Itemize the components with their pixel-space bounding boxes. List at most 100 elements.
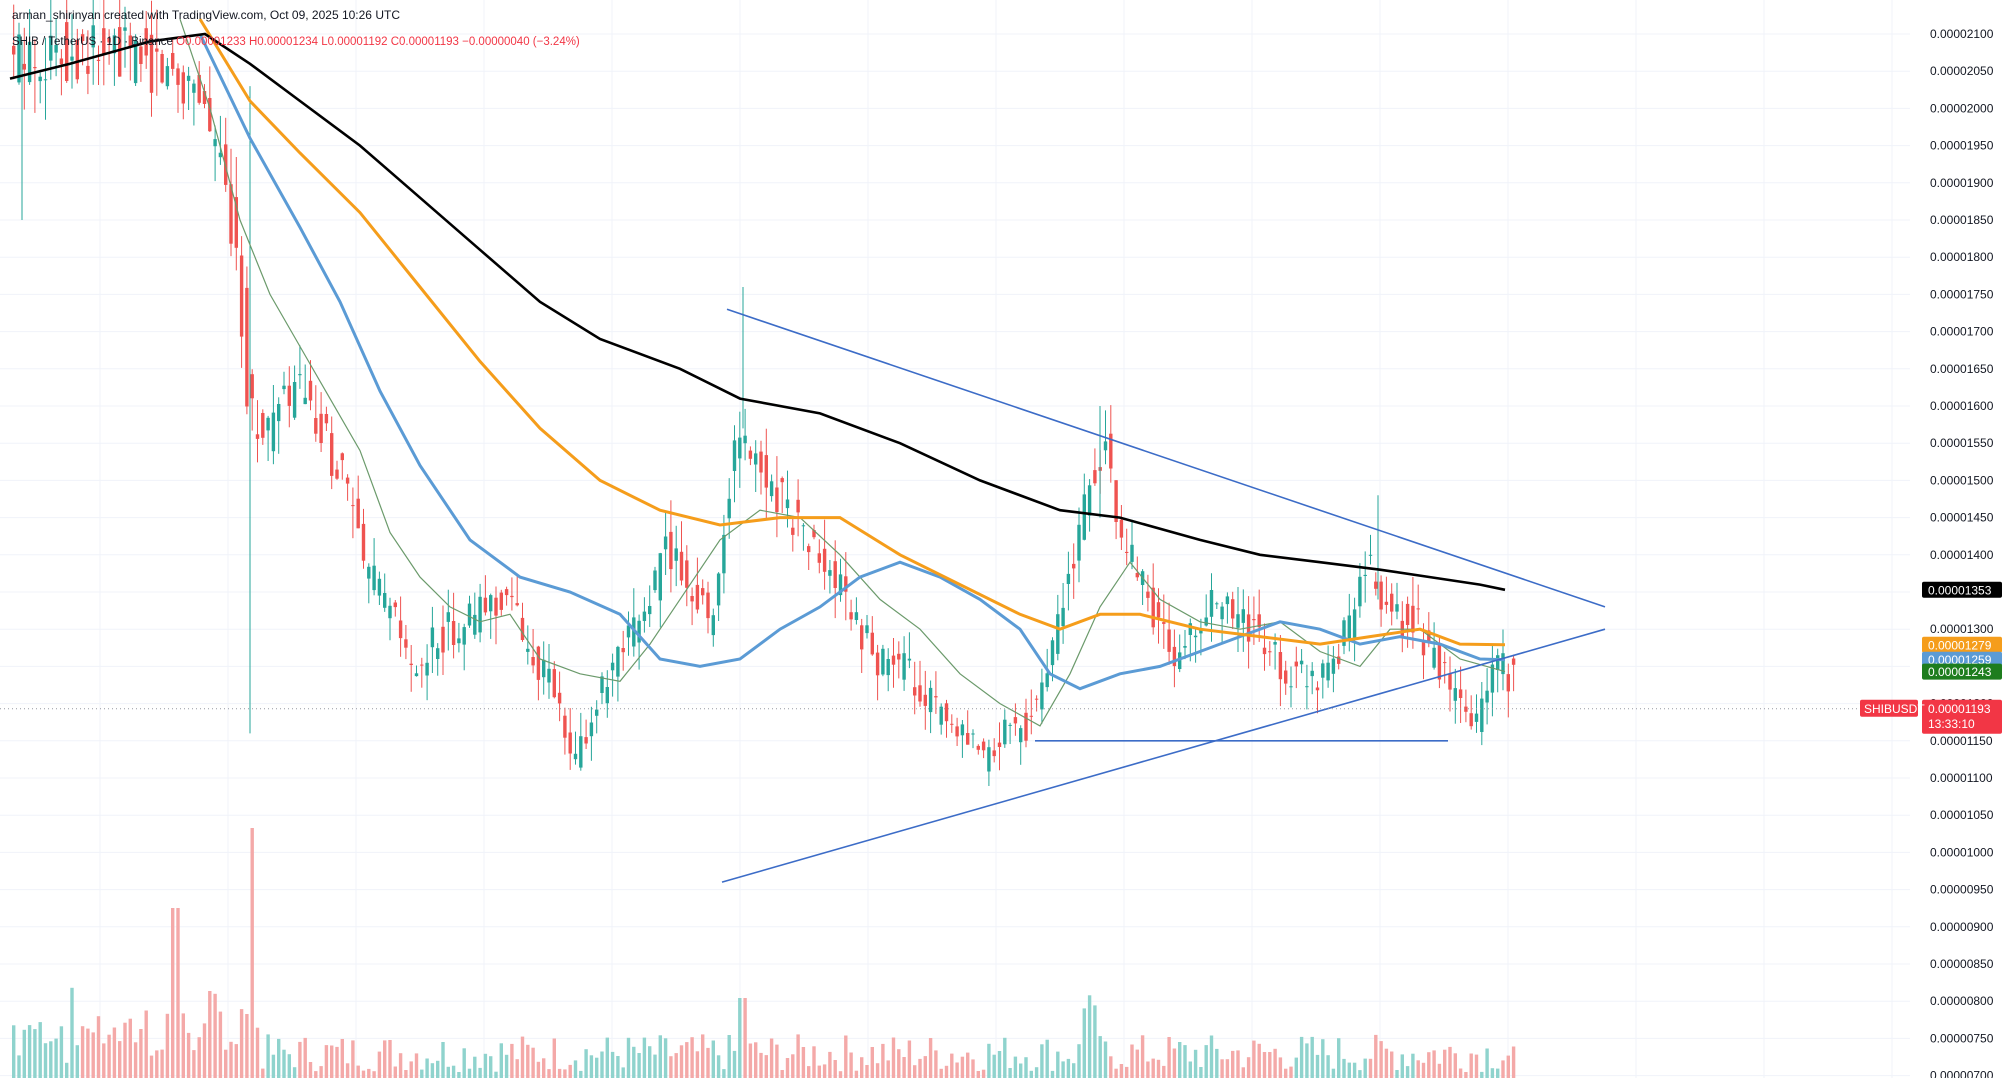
symbol-label[interactable]: SHIB / TetherUS · 1D · Binance (12, 36, 173, 48)
candle-body (775, 487, 779, 513)
candle-body (393, 602, 397, 608)
volume-bar (1066, 1058, 1071, 1078)
volume-bar (12, 1025, 16, 1078)
volume-bar (186, 1032, 191, 1078)
candle-body (642, 611, 647, 621)
ma-green-line[interactable] (179, 18, 1506, 727)
candle-body (478, 596, 482, 633)
volume-bar (1469, 1053, 1473, 1078)
volume-bar (579, 1070, 583, 1078)
volume-bar (759, 1052, 763, 1078)
volume-bar (642, 1037, 647, 1078)
candle-body (213, 139, 217, 147)
candle-body (377, 578, 382, 596)
candle-body (780, 478, 784, 483)
candle-body (955, 726, 959, 737)
price-tick-label: 0.00001700 (1930, 325, 1994, 339)
volume-bar (1077, 1044, 1081, 1078)
price-tick-label: 0.00002000 (1930, 101, 1994, 115)
price-tick-label: 0.00001750 (1930, 287, 1994, 301)
volume-bar (955, 1062, 959, 1078)
volume-bar (1236, 1050, 1240, 1078)
volume-bar (1310, 1036, 1314, 1078)
volume-bar (261, 1068, 265, 1078)
volume-bar (123, 1022, 127, 1078)
volume-bar (828, 1051, 832, 1078)
volume-bar (473, 1056, 477, 1078)
volume-bar (648, 1046, 652, 1078)
price-tick-label: 0.00002100 (1930, 27, 1994, 41)
candle-body (711, 615, 715, 636)
volume-bar (1188, 1061, 1192, 1078)
volume-bar (732, 1050, 737, 1078)
triangle-upper-trendline[interactable] (726, 308, 1606, 608)
candle-body (1511, 658, 1516, 665)
symbol-legend: SHIB / TetherUS · 1D · Binance O0.000012… (12, 36, 580, 48)
candle-body (123, 27, 127, 31)
candle-body (674, 548, 678, 561)
candle-body (462, 627, 466, 645)
volume-bar (1019, 1063, 1023, 1078)
candle-body (208, 98, 212, 132)
volume-bar (1215, 1048, 1219, 1078)
volume-bar (701, 1034, 705, 1078)
candle-body (186, 75, 191, 81)
volume-bar (1496, 1068, 1500, 1078)
ma-orange-line[interactable] (198, 18, 1506, 647)
volume-bar (801, 1047, 806, 1078)
volume-bar (981, 1069, 986, 1078)
volume-bar (1135, 1049, 1139, 1078)
volume-bar (1029, 1070, 1033, 1078)
candle-body (1040, 682, 1044, 710)
volume-bar (754, 1042, 758, 1078)
volume-bar (171, 908, 175, 1078)
volume-bar (133, 1042, 138, 1078)
candle-body (526, 648, 530, 652)
candle-body (112, 35, 117, 54)
candle-body (1087, 485, 1092, 516)
volume-bar (239, 1009, 244, 1078)
candle-body (1024, 712, 1028, 741)
volume-bar (1331, 1068, 1336, 1078)
candle-body (653, 570, 657, 591)
ma-black-line[interactable] (9, 32, 1506, 592)
candle-body (499, 592, 503, 610)
candle-body (1050, 640, 1055, 666)
volume-bar (1289, 1066, 1293, 1078)
volume-bar (923, 1056, 927, 1078)
candle-body (695, 584, 700, 610)
volume-bar (1125, 1066, 1129, 1078)
ma-black-badge-bg (1922, 581, 2002, 598)
candle-body (86, 65, 90, 74)
volume-bar (1299, 1036, 1304, 1078)
candle-body (292, 382, 297, 418)
candle-body (494, 597, 498, 616)
volume-bar (748, 1043, 753, 1078)
volume-bar (875, 1063, 880, 1078)
volume-bar (589, 1055, 594, 1078)
price-tick-label: 0.00000850 (1930, 957, 1994, 971)
candle-body (266, 417, 270, 431)
volume-bar (59, 1026, 64, 1078)
volume-bar (738, 998, 742, 1078)
volume-bar (192, 1050, 196, 1078)
triangle-lower-trendline[interactable] (721, 628, 1606, 883)
volume-bar (234, 1044, 238, 1078)
volume-bar (345, 1063, 350, 1078)
volume-bar (833, 1060, 837, 1078)
candle-body (489, 595, 493, 612)
candle-body (451, 621, 456, 645)
candle-body (96, 59, 101, 61)
volume-bar (1252, 1040, 1256, 1078)
candle-body (27, 41, 32, 83)
candle-body (536, 646, 541, 680)
ma-blue-line[interactable] (198, 33, 1506, 691)
volume-bar (441, 1042, 445, 1078)
candle-body (139, 46, 143, 64)
volume-bar (457, 1072, 461, 1078)
volume-bar (971, 1059, 975, 1078)
volume-bar (107, 1034, 111, 1078)
volume-bar (499, 1043, 503, 1078)
candle-body (1347, 615, 1351, 639)
